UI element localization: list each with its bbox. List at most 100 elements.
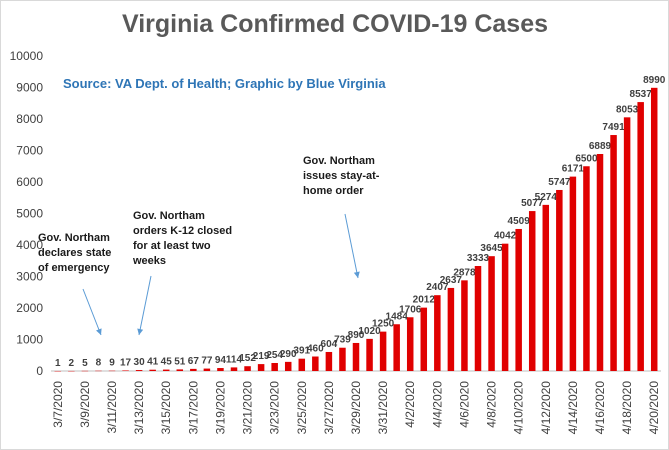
data-label: 1706 [399, 304, 422, 315]
bar [406, 317, 414, 371]
data-label: 41 [147, 357, 159, 368]
bar [583, 166, 590, 371]
data-label: 4042 [494, 231, 517, 242]
annotation-arrow [82, 288, 102, 336]
data-label: 8 [96, 358, 102, 369]
data-label: 890 [348, 330, 365, 341]
data-label: 2 [69, 358, 75, 369]
annotation-text: issues stay-at- [303, 170, 380, 182]
y-tick-label: 5000 [16, 207, 43, 221]
x-tick-label: 3/23/2020 [268, 381, 282, 435]
bar [447, 287, 455, 371]
bar [298, 358, 306, 371]
bar [434, 295, 441, 371]
data-label: 4509 [508, 216, 531, 227]
data-label: 5274 [535, 192, 558, 203]
data-label: 67 [188, 356, 200, 367]
x-tick-label: 4/20/2020 [647, 381, 661, 435]
annotation-text: Gov. Northam [133, 210, 205, 222]
x-tick-label: 4/2/2020 [403, 381, 417, 428]
data-label: 9 [109, 358, 115, 369]
data-label: 3333 [467, 253, 490, 264]
bar [650, 87, 658, 371]
data-label: 254 [266, 350, 283, 361]
y-tick-label: 1000 [16, 333, 43, 347]
bar [122, 370, 129, 371]
data-label: 6171 [562, 164, 585, 175]
bar [176, 369, 184, 371]
data-label: 17 [120, 357, 132, 368]
data-label: 3645 [480, 243, 503, 254]
bar [379, 331, 387, 371]
bar [339, 347, 346, 371]
annotation-arrowhead [353, 271, 360, 278]
x-tick-label: 4/8/2020 [485, 381, 499, 428]
chart-subtitle: Source: VA Dept. of Health; Graphic by B… [63, 76, 386, 91]
x-tick-label: 4/12/2020 [539, 381, 553, 435]
chart-title: Virginia Confirmed COVID-19 Cases [122, 10, 548, 38]
x-tick-label: 3/31/2020 [376, 381, 390, 435]
y-tick-label: 2000 [16, 301, 43, 315]
bar [271, 362, 278, 371]
data-label: 5747 [548, 177, 571, 188]
bar [393, 324, 400, 371]
bar [623, 117, 631, 371]
bar [325, 351, 333, 371]
y-tick-label: 10000 [10, 49, 44, 63]
data-label: 94 [215, 355, 227, 366]
bar [556, 189, 563, 371]
data-label: 1250 [372, 319, 395, 330]
x-tick-label: 4/14/2020 [566, 381, 580, 435]
bar [610, 135, 617, 371]
data-label: 8053 [616, 104, 639, 115]
data-label: 604 [321, 339, 338, 350]
data-label: 45 [161, 357, 173, 368]
bar [203, 368, 211, 371]
data-label: 51 [174, 356, 186, 367]
bar [488, 256, 495, 371]
annotation-text: declares state [38, 247, 111, 259]
annotation-text: weeks [132, 255, 166, 267]
bar [312, 356, 319, 371]
x-tick-label: 4/6/2020 [457, 381, 471, 428]
y-tick-label: 8000 [16, 112, 43, 126]
data-label: 114 [226, 354, 243, 365]
x-tick-label: 3/25/2020 [295, 381, 309, 435]
x-tick-label: 3/13/2020 [132, 381, 146, 435]
annotation-arrow [138, 275, 152, 336]
bar [528, 211, 536, 371]
bar [542, 204, 550, 371]
data-label: 460 [307, 344, 324, 355]
y-tick-label: 4000 [16, 238, 43, 252]
bar [501, 243, 509, 371]
data-label: 5077 [521, 198, 544, 209]
annotation-arrowhead [96, 328, 102, 335]
x-tick-label: 3/11/2020 [105, 381, 119, 434]
annotation-text: Gov. Northam [38, 232, 110, 244]
x-tick-label: 3/17/2020 [186, 381, 200, 435]
bar [596, 153, 604, 371]
data-label: 152 [239, 353, 256, 364]
data-label: 2012 [413, 295, 436, 306]
bar [217, 368, 224, 371]
x-tick-label: 3/15/2020 [159, 381, 173, 435]
bar [637, 102, 644, 371]
y-tick-label: 7000 [16, 144, 43, 158]
data-label: 391 [293, 346, 310, 357]
bar [190, 368, 197, 371]
y-tick-label: 3000 [16, 270, 43, 284]
data-label: 30 [134, 357, 146, 368]
bar [162, 369, 170, 371]
data-label: 8990 [643, 75, 666, 86]
x-tick-label: 4/4/2020 [430, 381, 444, 428]
x-tick-label: 3/19/2020 [213, 381, 227, 435]
bar [366, 338, 373, 371]
x-tick-label: 4/10/2020 [512, 381, 526, 435]
annotation-text: of emergency [38, 262, 110, 274]
bar [257, 364, 265, 371]
data-label: 77 [201, 356, 213, 367]
bar [352, 342, 360, 371]
bar [149, 369, 156, 371]
data-label: 6500 [575, 153, 598, 164]
